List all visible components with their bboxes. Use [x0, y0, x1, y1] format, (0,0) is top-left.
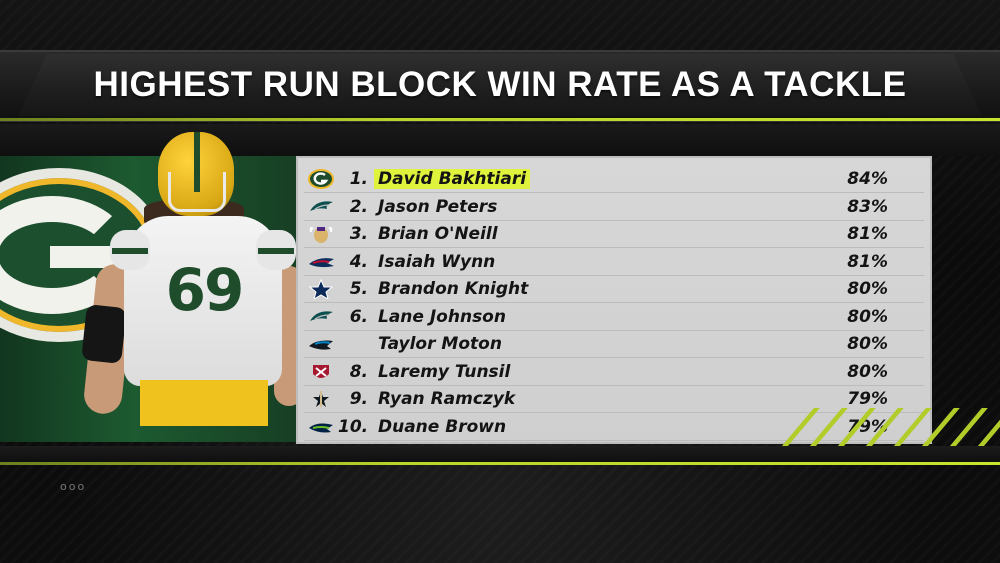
seahawks-logo-icon — [304, 416, 338, 438]
win-rate-value: 81% — [847, 224, 888, 244]
win-rate-value: 80% — [847, 306, 888, 327]
player-name: Lane Johnson — [378, 306, 506, 327]
saints-logo-icon — [304, 388, 338, 410]
win-rate-value: 80% — [847, 334, 888, 354]
ranking-row: 5. Brandon Knight 80% — [304, 276, 924, 303]
player-name: Brian O'Neill — [378, 224, 498, 244]
ranking-position: 3. — [349, 224, 368, 244]
player-pants — [140, 380, 268, 426]
ranking-position: 10. — [338, 416, 369, 437]
win-rate-value: 80% — [847, 361, 888, 382]
ranking-position: 5. — [349, 279, 368, 299]
ranking-position: 1. — [349, 169, 368, 189]
helmet-facemask — [168, 172, 226, 212]
player-name: Laremy Tunsil — [378, 361, 511, 382]
logo-g-bar — [50, 246, 114, 268]
win-rate-value: 83% — [847, 196, 888, 217]
accent-line-bottom — [0, 462, 1000, 465]
cowboys-logo-icon — [304, 278, 338, 300]
vikings-logo-icon — [304, 223, 338, 245]
player-helmet — [158, 132, 234, 216]
accent-line-top — [0, 118, 1000, 121]
eagles-logo-icon — [304, 306, 338, 328]
ranking-position: 9. — [349, 389, 368, 409]
ranking-row: 4. Isaiah Wynn 81% — [304, 249, 924, 276]
player-name: Brandon Knight — [378, 279, 529, 299]
player-name: Isaiah Wynn — [378, 251, 496, 272]
player-name: David Bakhtiari — [374, 169, 531, 189]
ranking-position: 8. — [349, 361, 368, 382]
title-plate: HIGHEST RUN BLOCK WIN RATE AS A TACKLE — [18, 54, 982, 116]
ranking-row: 9. Ryan Ramczyk 79% — [304, 386, 924, 413]
ranking-row: Taylor Moton 80% — [304, 331, 924, 358]
player-name: Ryan Ramczyk — [378, 389, 516, 409]
jersey-number: 69 — [165, 256, 245, 324]
player-name: Taylor Moton — [378, 334, 502, 354]
patriots-logo-icon — [304, 251, 338, 273]
ranking-row: 2. Jason Peters 83% — [304, 194, 924, 221]
ranking-row: 8. Laremy Tunsil 80% — [304, 359, 924, 386]
win-rate-value: 80% — [847, 279, 888, 299]
ranking-position: 4. — [349, 251, 368, 272]
ranking-row: 6. Lane Johnson 80% — [304, 304, 924, 331]
rankings-list: 1. David Bakhtiari 84% 2. Jason Peters 83% 3. B… — [296, 156, 932, 444]
eagles-logo-icon — [304, 196, 338, 218]
jersey-stripe-right — [258, 248, 294, 254]
packers-logo-icon — [304, 168, 338, 190]
bottom-band — [0, 446, 1000, 462]
helmet-stripe — [194, 132, 200, 192]
ranking-row: 1. David Bakhtiari 84% — [304, 166, 924, 193]
player-arm-sleeve — [81, 304, 127, 364]
player-name: Jason Peters — [378, 196, 498, 217]
win-rate-value: 79% — [847, 389, 888, 409]
footer-dots: ooo — [60, 480, 87, 493]
ranking-position: 6. — [349, 306, 368, 327]
panthers-logo-icon — [304, 333, 338, 355]
player-photo: 69 — [78, 130, 304, 430]
jersey-stripe-left — [112, 248, 148, 254]
ranking-row: 3. Brian O'Neill 81% — [304, 221, 924, 248]
win-rate-value: 84% — [847, 169, 888, 189]
graphic-title: HIGHEST RUN BLOCK WIN RATE AS A TACKLE — [93, 65, 907, 104]
player-name: Duane Brown — [378, 416, 507, 437]
win-rate-value: 81% — [847, 251, 888, 272]
ranking-position: 2. — [349, 196, 368, 217]
texans-logo-icon — [304, 361, 338, 383]
player-jersey — [124, 216, 282, 386]
